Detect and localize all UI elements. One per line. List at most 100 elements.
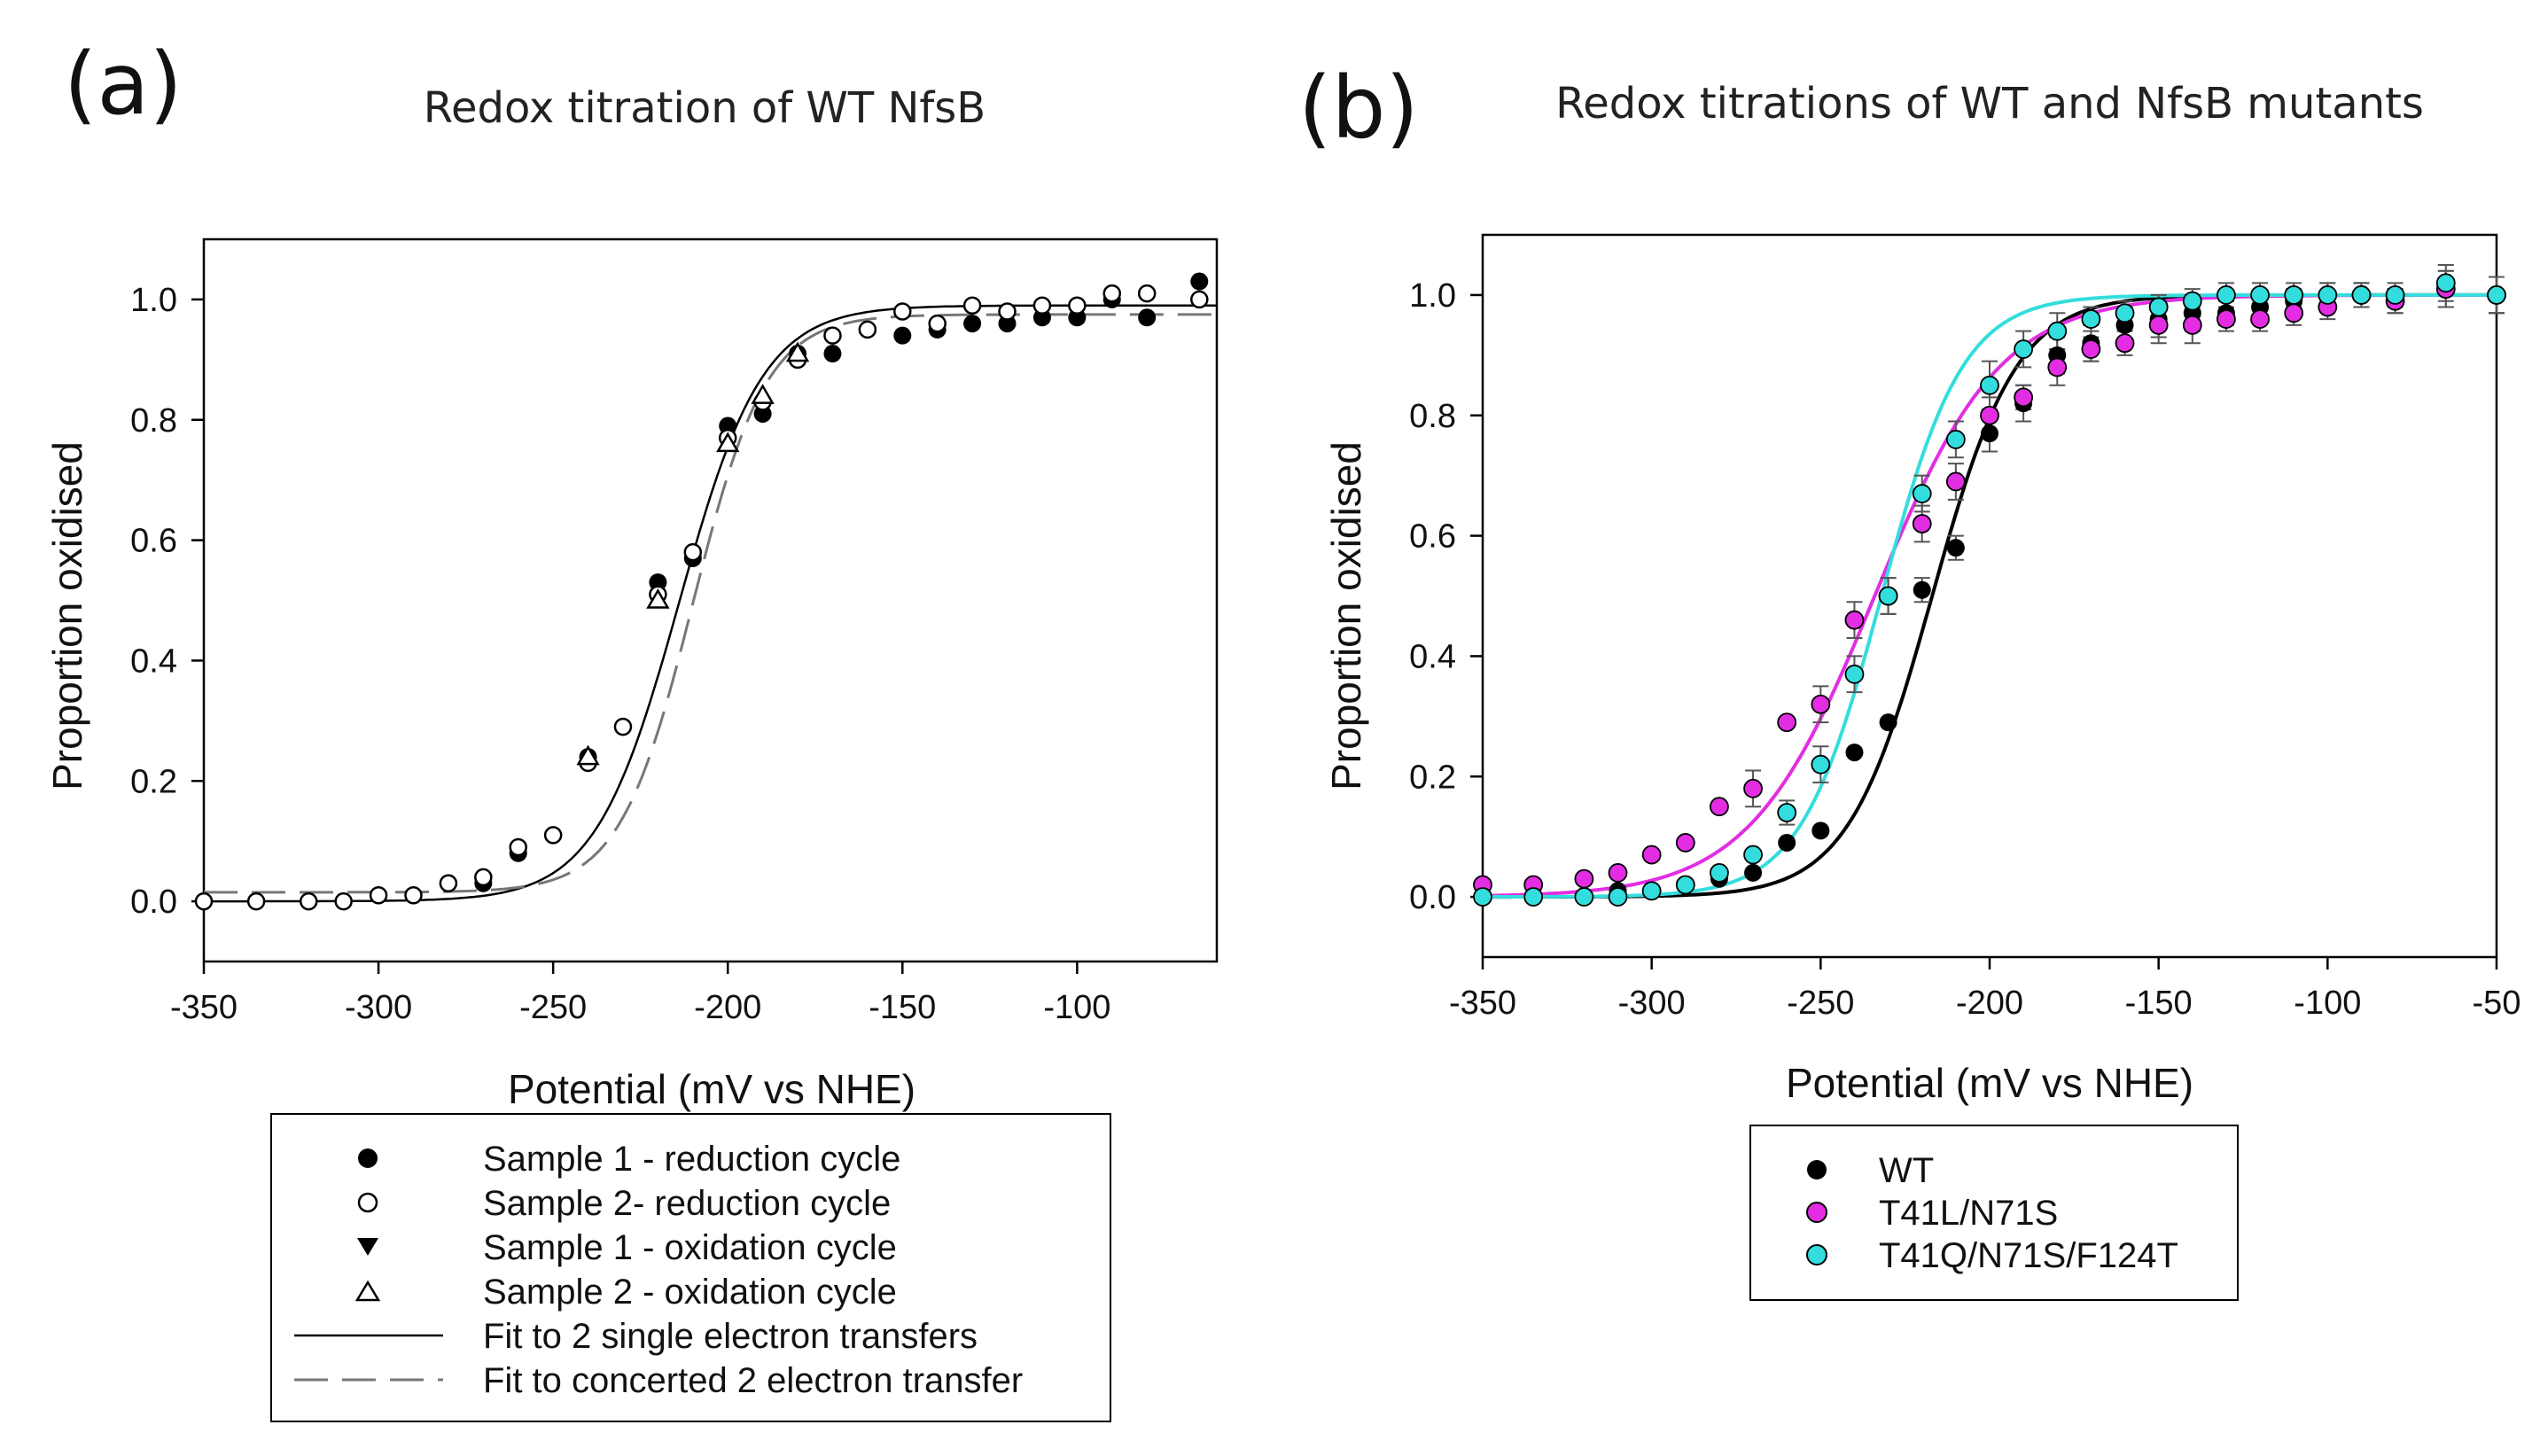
panel-b-s2-point-24 (2318, 285, 2338, 305)
panel-b-s2-point-14 (1980, 375, 1999, 395)
panel-b-s2-point-15 (2014, 339, 2034, 359)
panel-b-s2-point-27 (2435, 273, 2456, 293)
panel-b-frame (1481, 233, 2498, 959)
panel-b-s0-point-7 (1744, 863, 1763, 882)
panel-a-s1-point-3 (334, 892, 353, 911)
panel-a-s1-point-8 (509, 837, 527, 857)
panel-a-ytick-label-3: 0.6 (130, 523, 177, 560)
legend-a-label-4: Fit to 2 single electron transfers (483, 1317, 978, 1356)
panel-a-ylabel: Proportion oxidised (44, 441, 90, 790)
panel-a-s1-point-25 (1102, 284, 1122, 303)
panel-b-plot: -350 -300 -250 -200 -150 -100 -50 0.0 0.2 0.4 0.6 0… (1409, 233, 2521, 1022)
panel-b-ytick-label-4: 0.8 (1409, 398, 1456, 435)
panel-b-s1-point-16 (2047, 357, 2068, 378)
panel-a-s1-point-9 (543, 826, 563, 845)
panel-b-s1-point-2 (1574, 868, 1594, 889)
legend-b-label-1: T41L/N71S (1879, 1194, 2058, 1233)
panel-b-s2-point-3 (1608, 887, 1628, 907)
panel-b-s2-point-2 (1574, 887, 1594, 907)
panel-b-s1-point-9 (1811, 694, 1831, 714)
legend-a-label-0: Sample 1 - reduction cycle (483, 1140, 900, 1179)
legend-b-marker-0 (1807, 1160, 1827, 1180)
panel-b-s1-point-20 (2182, 315, 2202, 335)
panel-a-xtick-label-4: -150 (869, 989, 936, 1026)
panel-a-xtick-label-2: -250 (519, 989, 587, 1026)
panel-b-ytick-label-1: 0.2 (1409, 759, 1456, 796)
panel-a-s1-point-18 (858, 320, 877, 339)
panel-b-xtick-label-0: -350 (1449, 985, 1516, 1022)
panel-b-s2-point-18 (2115, 303, 2135, 323)
panel-b-s2-point-16 (2047, 321, 2068, 341)
panel-b-s1-point-4 (1641, 845, 1662, 865)
panel-b-s1-point-18 (2115, 333, 2135, 354)
panel-b-s1-point-19 (2148, 315, 2169, 335)
panel-a-xtick-label-0: -350 (170, 989, 238, 1026)
legend-b-label-0: WT (1879, 1151, 1934, 1190)
panel-b-xtick-label-4: -150 (2125, 985, 2193, 1022)
panel-b-letter: (b) (1298, 58, 1419, 158)
panel-b-s1-point-7 (1743, 778, 1763, 798)
panel-b-legend-box (1749, 1125, 2239, 1301)
panel-a-s3-point-2 (716, 432, 740, 453)
panel-b-s2-point-1 (1523, 887, 1544, 907)
panel-a-title: Redox titration of WT NfsB (424, 83, 986, 133)
panel-b-s2-point-8 (1777, 803, 1797, 822)
panel-a-ytick-label-5: 1.0 (130, 282, 177, 319)
panel-b-s2-point-5 (1675, 875, 1695, 895)
panel-a-s1-point-7 (474, 868, 493, 887)
legend-b-marker-1 (1806, 1202, 1827, 1223)
panel-b-s1-point-15 (2014, 387, 2034, 408)
panel-b-s0-point-14 (1981, 424, 1998, 443)
panel-a-s3-point-4 (785, 341, 810, 362)
panel-b-xlabel: Potential (mV vs NHE) (1786, 1060, 2193, 1106)
panel-a-s1-point-4 (369, 886, 388, 905)
panel-a-s0-point-18 (893, 326, 912, 345)
panel-b-s1-point-12 (1912, 514, 1932, 533)
panel-a-xtick-label-1: -300 (345, 989, 412, 1026)
panel-b-ylabel: Proportion oxidised (1323, 441, 1369, 790)
panel-b-s2-point-12 (1912, 484, 1932, 503)
panel-b-s2-point-11 (1878, 586, 1898, 606)
panel-b-s1-point-17 (2081, 339, 2101, 359)
panel-b-ytick-label-0: 0.0 (1409, 879, 1456, 916)
panel-b-s2-point-9 (1811, 754, 1831, 775)
panel-b-xtick-label-5: -100 (2294, 985, 2361, 1022)
legend-a-label-5: Fit to concerted 2 electron transfer (483, 1361, 1023, 1400)
panel-a-ytick-label-1: 0.2 (130, 763, 177, 800)
panel-b-s2-point-0 (1473, 887, 1492, 907)
panel-b-s1-point-5 (1675, 833, 1695, 853)
panel-a-xtick-label-3: -200 (694, 989, 761, 1026)
panel-a-s1-point-1 (246, 892, 266, 911)
panel-b-s1-point-23 (2284, 303, 2304, 323)
panel-a-legend-box (270, 1113, 1111, 1422)
panel-a-ytick-label-4: 0.8 (130, 402, 177, 440)
panel-b-s1-point-22 (2250, 309, 2270, 329)
panel-a-s1-point-13 (683, 542, 703, 562)
panel-b-title: Redox titrations of WT and NfsB mutants (1555, 79, 2424, 128)
panel-b-s1-point-14 (1980, 405, 1999, 425)
panel-b-s1-point-8 (1777, 712, 1797, 733)
legend-b-marker-2 (1806, 1244, 1827, 1265)
legend-a-label-1: Sample 2- reduction cycle (483, 1184, 891, 1223)
panel-a-s0-point-26 (1190, 272, 1209, 291)
panel-b-s0-point-13 (1946, 539, 1965, 557)
panel-a-s1-point-27 (1190, 290, 1209, 309)
panel-a-s1-point-11 (613, 717, 633, 736)
legend-a-marker-1 (357, 1192, 378, 1213)
panel-a-s0-point-20 (963, 315, 982, 333)
panel-b-s2-point-22 (2250, 285, 2270, 305)
panel-a-s1-point-5 (404, 886, 423, 905)
panel-b-ytick-label-2: 0.4 (1409, 638, 1456, 675)
panel-a-s1-point-24 (1068, 296, 1087, 315)
panel-b-xtick-label-3: -200 (1956, 985, 2023, 1022)
panel-b-xtick-label-6: -50 (2473, 985, 2521, 1022)
panel-a-s1-point-22 (998, 302, 1017, 321)
panel-b-s2-point-19 (2148, 297, 2169, 317)
panel-b-s2-point-26 (2385, 285, 2405, 305)
panel-b-s1-point-3 (1608, 863, 1628, 883)
panel-b-s2-point-23 (2284, 285, 2304, 305)
panel-a-s3-point-1 (646, 588, 670, 609)
panel-a-plot: -350 -300 -250 -200 -150 -100 0.0 0.2 0.4 0.6 0.8 1… (130, 237, 1219, 1026)
panel-b-s0-point-8 (1778, 833, 1796, 852)
legend-b-label-2: T41Q/N71S/F124T (1879, 1236, 2178, 1275)
